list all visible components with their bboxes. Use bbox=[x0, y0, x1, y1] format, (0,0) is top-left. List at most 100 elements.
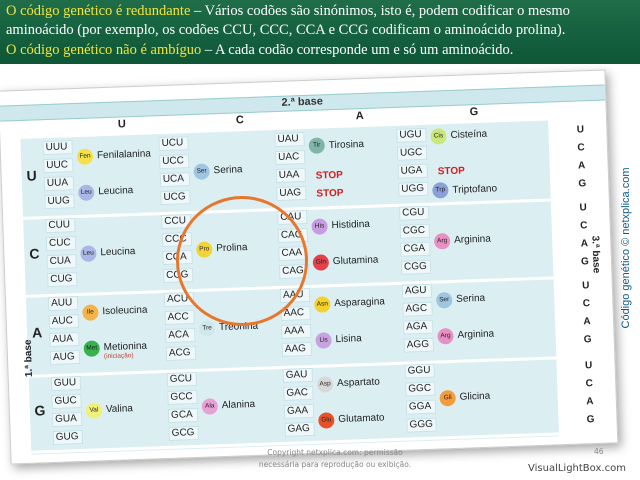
codon-AGC: AGC bbox=[402, 301, 433, 317]
codon-AAG: AAG bbox=[281, 341, 313, 357]
codon-cell: GCU GCC GCA GCG Ala Alanina bbox=[166, 366, 288, 446]
codon-AUG: AUG bbox=[49, 350, 81, 366]
third-base-letter: U bbox=[576, 124, 585, 136]
amino-badge-ala: Ala bbox=[201, 398, 219, 415]
codon-UUA: UUA bbox=[43, 176, 75, 192]
amino-badge-ile: Ile bbox=[82, 304, 99, 321]
header-highlight-redundant: O código genético é redundante bbox=[6, 3, 191, 19]
header-line-2: aminoácido (por exemplo, os codões CCU, … bbox=[6, 22, 566, 38]
codon-UAC: UAC bbox=[274, 150, 306, 166]
codon-ACC: ACC bbox=[164, 309, 195, 326]
codon-GAG: GAG bbox=[284, 421, 315, 437]
codon-AGU: AGU bbox=[401, 283, 433, 299]
codon-AUC: AUC bbox=[48, 314, 79, 330]
codon-AUU: AUU bbox=[47, 296, 79, 312]
codon-GUA: GUA bbox=[51, 411, 83, 428]
codon-GAC: GAC bbox=[283, 385, 314, 401]
header-line-3: O código genético não é ambíguo – A cada… bbox=[6, 42, 514, 58]
amino-name: Glicina bbox=[459, 390, 491, 403]
codon-AGA: AGA bbox=[402, 319, 434, 335]
third-base-letter: G bbox=[583, 334, 592, 346]
genetic-code-table-image: 2.ª base U C A G U UUU UUC UUA UUG Fen Fenilal… bbox=[0, 69, 619, 465]
amino-name: Histidina bbox=[331, 218, 371, 232]
third-base-label: 3.ª base bbox=[589, 235, 602, 274]
header-highlight-ambiguous: O código genético não é ambíguo bbox=[6, 42, 202, 58]
amino-badge-tre: Tre bbox=[198, 320, 216, 337]
codon-GUC: GUC bbox=[51, 393, 82, 410]
amino-name: Lisina bbox=[335, 333, 362, 346]
amino-badge-his: His bbox=[311, 218, 328, 235]
second-letter-u: U bbox=[117, 118, 127, 131]
codon-cell: CUU CUC CUA CUG Leu Leucina bbox=[45, 212, 166, 294]
codon-UGU: UGU bbox=[396, 127, 427, 143]
codon-GGC: GGC bbox=[405, 381, 436, 397]
amino-badge-arg: Arg bbox=[437, 327, 454, 345]
third-base-letter: A bbox=[586, 396, 594, 408]
third-base-letter: G bbox=[586, 414, 595, 426]
codon-CUU: CUU bbox=[45, 218, 76, 234]
codon-GGG: GGG bbox=[406, 417, 437, 433]
amino-name: Fenilalanina bbox=[96, 148, 152, 162]
copyright-note: Copyright netxplica.com: permissão neces… bbox=[258, 448, 412, 469]
amino-badge-asp: Asp bbox=[316, 376, 334, 393]
amino-badge-val: Val bbox=[85, 402, 103, 419]
codon-UCC: UCC bbox=[159, 154, 190, 170]
codon-cell: GUU GUC GUA GUG Val Valina bbox=[50, 370, 172, 450]
third-base-letter: A bbox=[583, 316, 591, 328]
codon-GCU: GCU bbox=[166, 371, 198, 387]
third-base-letter: C bbox=[585, 378, 594, 390]
codon-AAA: AAA bbox=[281, 323, 312, 339]
codon-GAU: GAU bbox=[282, 367, 314, 383]
third-base-letter: A bbox=[577, 160, 586, 172]
third-base-letter: C bbox=[577, 142, 585, 154]
codon-cell: CGU CGC CGA CGG Arg Arginina bbox=[398, 200, 520, 282]
codon-cell: GAU GAC GAA GAG Asp Aspartato Glu Glutamato bbox=[282, 362, 403, 442]
amino-badge-arg: Arg bbox=[433, 233, 451, 250]
codon-ACG: ACG bbox=[165, 345, 197, 362]
side-credit: Código genético © netxplica.com bbox=[620, 167, 632, 329]
codon-UAA: UAA bbox=[275, 168, 307, 184]
codon-GUG: GUG bbox=[52, 429, 84, 446]
slide-header: O código genético é redundante – Vários … bbox=[0, 0, 640, 64]
codon-CUC: CUC bbox=[45, 236, 77, 252]
stop-codon-label: STOP bbox=[437, 165, 465, 178]
codon-GCC: GCC bbox=[167, 389, 198, 405]
amino-badge-glu: Glu bbox=[318, 412, 335, 429]
amino-badge-lis: Lis bbox=[315, 332, 332, 349]
third-base-letter: U bbox=[582, 280, 590, 292]
third-base-letter: U bbox=[584, 360, 593, 372]
amino-name: Asparagina bbox=[334, 296, 386, 310]
second-letter-g: G bbox=[469, 105, 479, 119]
codon-UUU: UUU bbox=[42, 140, 73, 156]
amino-name: Serina bbox=[213, 164, 243, 177]
codon-GCG: GCG bbox=[168, 425, 199, 441]
codon-cell: GGU GGC GGA GGG Gli Glicina bbox=[404, 358, 525, 438]
amino-name: Aspartato bbox=[336, 376, 381, 390]
amino-name: Isoleucina bbox=[102, 304, 148, 318]
amino-name: Tirosina bbox=[328, 138, 365, 152]
amino-name: Cisteína bbox=[450, 128, 488, 141]
first-base-letter: C bbox=[29, 245, 40, 262]
stop-codon-label: STOP bbox=[316, 187, 344, 200]
amino-name: Valina bbox=[105, 403, 134, 416]
codon-CGA: CGA bbox=[400, 241, 431, 257]
codon-AGG: AGG bbox=[403, 337, 435, 353]
amino-badge-ser: Ser bbox=[435, 291, 453, 309]
amino-name: Serina bbox=[456, 292, 486, 305]
stop-codon-label: STOP bbox=[315, 169, 344, 182]
codon-CGC: CGC bbox=[399, 223, 431, 239]
codon-UUG: UUG bbox=[44, 194, 75, 210]
codon-CUG: CUG bbox=[47, 272, 78, 288]
amino-badge-ser: Ser bbox=[193, 163, 210, 180]
codon-UGA: UGA bbox=[397, 163, 428, 179]
second-letter-a: A bbox=[355, 109, 364, 123]
codon-GCA: GCA bbox=[167, 407, 199, 423]
codon-UGC: UGC bbox=[396, 145, 428, 161]
codon-CUA: CUA bbox=[46, 254, 77, 270]
amino-name: Arginina bbox=[453, 233, 492, 246]
amino-badge-leu: Leu bbox=[80, 245, 97, 262]
codon-UGG: UGG bbox=[398, 181, 429, 197]
third-base-letter: U bbox=[579, 202, 587, 214]
codon-cell: UGU UGC UGA UGG Cis Cisteína STOP Trp Triptofano bbox=[396, 122, 517, 204]
codon-CGG: CGG bbox=[400, 259, 432, 275]
